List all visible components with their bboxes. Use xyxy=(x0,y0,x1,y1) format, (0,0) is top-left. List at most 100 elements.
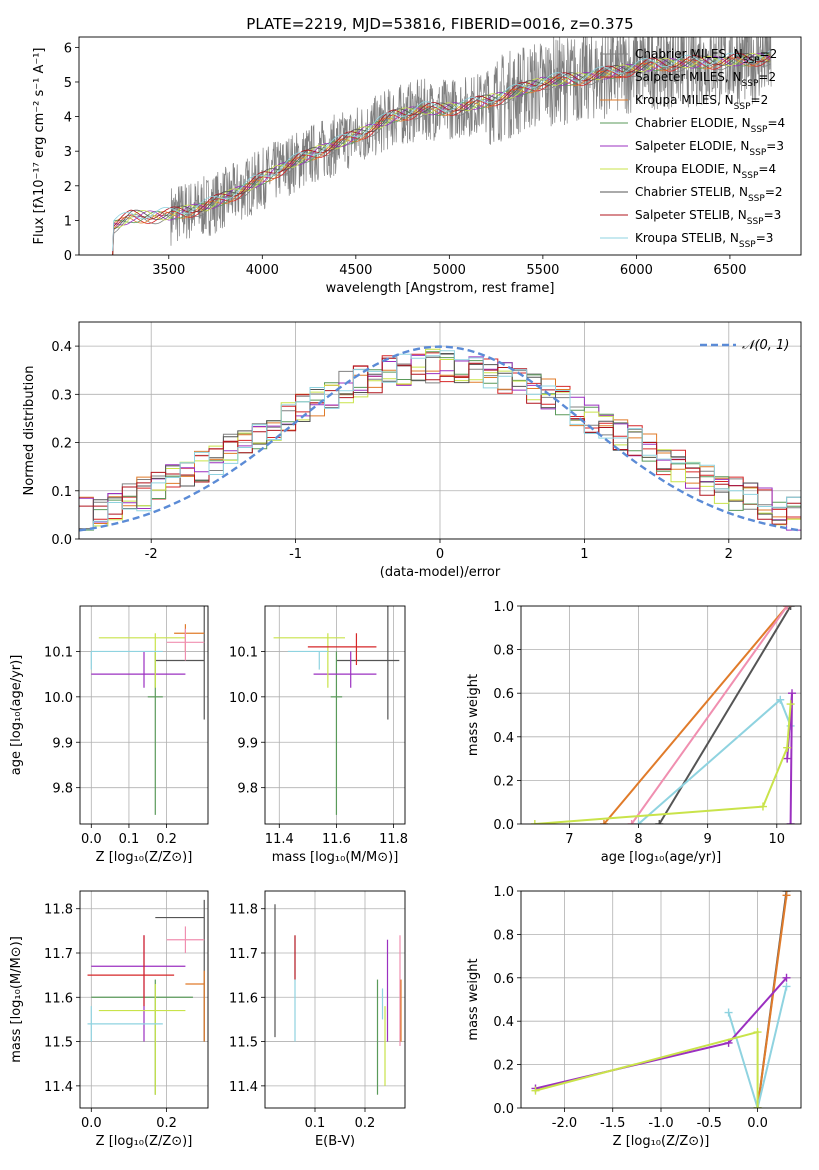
plot-area xyxy=(521,891,801,1108)
x-tick-label: 3500 xyxy=(152,263,185,278)
y-axis-label: Normed distribution xyxy=(22,366,37,496)
legend-entry: Salpeter ELODIE, NSSP=3 xyxy=(635,139,784,158)
panel-mass-vs-EBV: 0.1 0.2 11.4 11.5 11.6 11.7 11.8 E(B-V) xyxy=(229,890,406,1149)
x-tick-label: -2 xyxy=(145,547,158,562)
y-tick-label: 9.8 xyxy=(52,782,73,797)
panel-age-vs-mass: 11.4 11.6 11.8 9.8 9.9 10.0 10.1 mass [log₁₀(M/… xyxy=(229,605,408,865)
weight-point-marker xyxy=(786,606,795,610)
x-axis-label: E(B-V) xyxy=(315,1134,355,1149)
weight-point-marker xyxy=(783,743,792,752)
y-tick-label: 11.6 xyxy=(229,991,258,1006)
y-axis-label: Flux [fλ10⁻¹⁷ erg cm⁻² s⁻¹ A⁻¹] xyxy=(32,48,47,245)
observed-spectrum xyxy=(112,37,772,255)
x-tick-label: 9 xyxy=(704,832,712,847)
y-tick-label: 11.5 xyxy=(229,1036,258,1051)
x-axis-label: Z [log₁₀(Z/Z⊙)] xyxy=(96,1134,193,1149)
y-tick-label: 0.6 xyxy=(493,972,514,987)
x-axis-label: wavelength [Angstrom, rest frame] xyxy=(326,281,555,296)
x-tick-label: 11.6 xyxy=(322,832,351,847)
y-tick-label: 4 xyxy=(64,111,72,126)
weight-series-2 xyxy=(756,895,788,1108)
x-tick-label: 7 xyxy=(565,832,573,847)
x-tick-label: 6500 xyxy=(713,263,746,278)
weight-series-3 xyxy=(727,986,788,1108)
x-tick-label: 0.0 xyxy=(747,1116,768,1131)
panel-mass-weight-vs-Z: -2.0 -1.5 -1.0 -0.5 0.0 0.0 0.2 0.4 0.6 0.8 1.0 Z [… xyxy=(466,885,802,1149)
y-tick-label: 0.0 xyxy=(493,1102,514,1117)
weight-point-marker xyxy=(786,700,795,709)
y-tick-label: 3 xyxy=(64,145,72,160)
y-tick-label: 11.5 xyxy=(44,1036,73,1051)
x-tick-label: 5500 xyxy=(526,263,559,278)
model-spectrum-9 xyxy=(112,50,771,252)
legend-entry: Salpeter STELIB, NSSP=3 xyxy=(635,208,781,227)
x-tick-label: 11.4 xyxy=(265,832,294,847)
axes-frame xyxy=(79,605,209,825)
axes-frame xyxy=(78,321,802,540)
y-tick-label: 10.1 xyxy=(229,645,258,660)
y-tick-label: 0.0 xyxy=(51,533,72,548)
panel-age-vs-Z: 0.0 0.1 0.2 9.8 9.9 10.0 10.1 Z [log₁₀(Z/Z⊙)] ag… xyxy=(9,605,209,865)
y-tick-label: 11.8 xyxy=(44,903,73,918)
y-tick-label: 10.1 xyxy=(44,645,73,660)
x-axis-label: Z [log₁₀(Z/Z⊙)] xyxy=(96,850,193,865)
axes-frame xyxy=(264,605,406,825)
y-tick-label: 10.0 xyxy=(229,691,258,706)
y-tick-label: 0.2 xyxy=(493,774,514,789)
model-spectrum-8 xyxy=(112,52,771,255)
model-spectrum-5 xyxy=(112,53,771,253)
y-tick-label: 1.0 xyxy=(493,885,514,900)
weight-point-marker xyxy=(788,689,797,698)
model-spectrum-1 xyxy=(112,57,771,255)
y-tick-label: 9.8 xyxy=(237,782,258,797)
weight-point-marker xyxy=(753,1028,762,1037)
x-tick-label: 0.2 xyxy=(156,832,177,847)
axes-frame xyxy=(79,890,209,1109)
y-tick-label: 0.4 xyxy=(493,731,514,746)
normal-reference-curve xyxy=(79,345,801,532)
y-tick-label: 0.4 xyxy=(51,340,72,355)
x-tick-label: 1 xyxy=(580,547,588,562)
weight-point-marker xyxy=(782,973,791,982)
panel-residual-histogram: -2 -1 0 1 2 0.0 0.1 0.2 0.3 0.4 (data-model)/error… xyxy=(22,321,802,580)
x-tick-label: 0.0 xyxy=(81,1116,102,1131)
axes-frame xyxy=(78,36,802,256)
weight-point-marker xyxy=(786,820,795,824)
legend-entry: Chabrier STELIB, NSSP=2 xyxy=(635,185,783,204)
x-tick-label: 6000 xyxy=(620,263,653,278)
y-tick-label: 11.7 xyxy=(44,947,73,962)
y-tick-label: 0.6 xyxy=(493,687,514,702)
weight-point-marker xyxy=(599,820,608,824)
panel-mass-weight-vs-age: 7 8 9 10 0.0 0.2 0.4 0.6 0.8 1.0 age [log₁₀(age/yr… xyxy=(466,600,802,865)
legend-entry: Kroupa ELODIE, NSSP=4 xyxy=(635,162,776,181)
y-tick-label: 0.1 xyxy=(51,485,72,500)
plot-area xyxy=(112,37,772,255)
x-tick-label: 11.8 xyxy=(379,832,408,847)
y-tick-label: 0.0 xyxy=(493,818,514,833)
y-tick-label: 11.4 xyxy=(229,1080,258,1095)
x-tick-label: 0.1 xyxy=(119,832,140,847)
y-tick-label: 0.4 xyxy=(493,1015,514,1030)
weight-point-marker xyxy=(776,695,785,704)
panel-spectrum: 3500 4000 4500 5000 5500 6000 6500 0 1 2 3 4 5 6 wavel… xyxy=(32,36,802,296)
weight-point-marker xyxy=(627,820,636,824)
x-tick-label: -0.5 xyxy=(697,1116,722,1131)
weight-point-marker xyxy=(783,606,792,610)
y-axis-label: mass weight xyxy=(466,958,481,1040)
axes-frame xyxy=(520,605,802,825)
x-tick-label: 4500 xyxy=(339,263,372,278)
y-tick-label: 9.9 xyxy=(237,736,258,751)
y-tick-label: 11.6 xyxy=(44,991,73,1006)
weight-series-3 xyxy=(630,606,789,824)
y-tick-label: 0 xyxy=(64,249,72,264)
panel-mass-vs-Z: 0.0 0.2 11.4 11.5 11.6 11.7 11.8 Z [log₁₀(Z/Z⊙)… xyxy=(9,890,209,1149)
weight-series-2 xyxy=(603,606,788,824)
weight-series-1 xyxy=(658,606,792,824)
y-tick-label: 10.0 xyxy=(44,691,73,706)
x-tick-label: -1.5 xyxy=(600,1116,625,1131)
y-axis-label: mass [log₁₀(M/M⊙)] xyxy=(9,936,24,1063)
x-axis-label: mass [log₁₀(M/M⊙)] xyxy=(272,850,399,865)
y-tick-label: 0.3 xyxy=(51,388,72,403)
histogram-series-2 xyxy=(79,352,801,520)
histogram-series-9 xyxy=(79,350,801,531)
